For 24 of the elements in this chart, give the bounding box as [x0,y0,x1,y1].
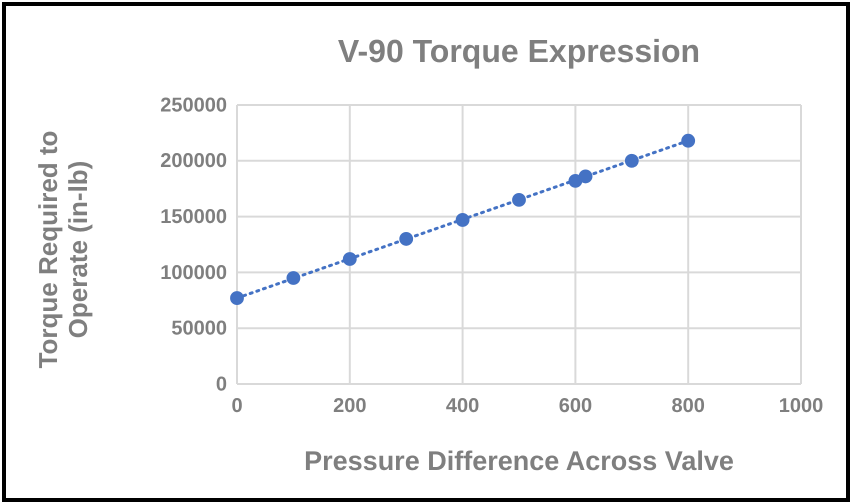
x-tick-label: 600 [558,395,592,418]
point [456,213,470,227]
point [578,170,592,184]
x-axis-title: Pressure Difference Across Valve [304,446,734,476]
x-tick-label: 400 [446,395,480,418]
y-tick-label: 250000 [160,94,227,116]
point [512,192,526,207]
point [399,232,414,246]
x-tick-label: 800 [672,395,705,418]
point [286,271,300,285]
y-tick-label: 200000 [160,150,227,172]
point [681,134,696,148]
y-tick-label: 50000 [171,318,227,340]
x-tick-label: 200 [333,395,366,418]
point [624,154,639,168]
x-tick-label: 1000 [778,395,824,418]
y-tick-label: 150000 [160,206,227,228]
y-axis-title: Torque Required to Operate (in-lb) [33,130,93,368]
x-tick-label: 0 [231,395,243,418]
point [342,252,357,266]
chart-title: V-90 Torque Expression [338,33,700,69]
y-tick-label: 100000 [160,262,227,284]
y-tick-label: 0 [216,373,227,396]
point [230,291,244,305]
